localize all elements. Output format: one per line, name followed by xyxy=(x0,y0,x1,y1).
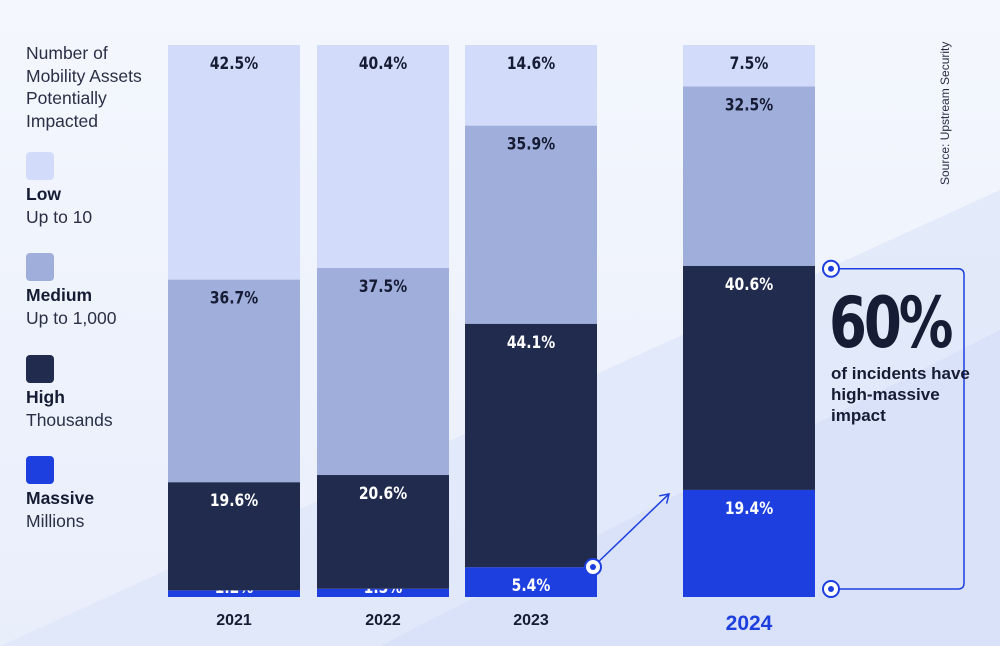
legend-item-high: High Thousands xyxy=(26,355,113,431)
bracket-dot-top xyxy=(828,265,834,272)
bar-segment-low-2024 xyxy=(683,45,815,87)
legend: Number of Mobility Assets Potentially Im… xyxy=(26,42,171,531)
bar-segment-low-2022 xyxy=(317,45,449,269)
x-tick-label-2024: 2024 xyxy=(726,612,773,635)
legend-name-massive: Massive xyxy=(26,488,95,508)
legend-name-high: High xyxy=(26,387,65,407)
trend-arrow-head xyxy=(659,492,671,504)
data-label-massive-2023: 5.4% xyxy=(512,576,551,596)
bar-segment-medium-2022 xyxy=(317,268,449,476)
legend-range-high: Thousands xyxy=(26,410,113,430)
legend-swatch-massive xyxy=(26,456,54,484)
bar-segment-medium-2023 xyxy=(465,125,597,324)
bar-segment-high-2022 xyxy=(317,475,449,589)
x-tick-label-2023: 2023 xyxy=(513,612,549,629)
legend-name-medium: Medium xyxy=(26,285,93,305)
data-label-low-2021: 42.5% xyxy=(210,54,259,74)
bar-segment-massive-2021 xyxy=(168,590,300,597)
legend-swatch-medium xyxy=(26,253,54,281)
callout-percent: 60% xyxy=(829,282,953,364)
x-tick-label-2021: 2021 xyxy=(216,612,252,629)
bar-segment-low-2023 xyxy=(465,45,597,126)
bar-segment-massive-2023 xyxy=(465,567,597,597)
data-label-massive-2024: 19.4% xyxy=(725,499,774,519)
legend-swatch-high xyxy=(26,355,54,383)
bar-segment-massive-2022 xyxy=(317,588,449,597)
callout-bracket xyxy=(831,268,965,590)
data-label-medium-2021: 36.7% xyxy=(210,288,259,308)
legend-title: Number of Mobility Assets Potentially Im… xyxy=(26,43,142,131)
legend-item-medium: Medium Up to 1,000 xyxy=(26,253,116,329)
legend-item-massive: Massive Millions xyxy=(26,456,94,532)
bar-segment-medium-2021 xyxy=(168,279,300,483)
legend-swatch-low xyxy=(26,152,54,180)
bar-segment-high-2023 xyxy=(465,323,597,568)
data-label-low-2024: 7.5% xyxy=(730,54,769,74)
legend-range-low: Up to 10 xyxy=(26,207,93,227)
trend-arrow-line xyxy=(592,493,670,568)
data-label-medium-2022: 37.5% xyxy=(359,277,408,297)
data-label-medium-2024: 32.5% xyxy=(725,95,774,115)
data-label-high-2022: 20.6% xyxy=(359,484,408,504)
callout-text: of incidents have high-massive impact xyxy=(831,364,970,425)
bracket-dot-bottom xyxy=(828,586,834,592)
bar-segment-medium-2024 xyxy=(683,86,815,266)
data-label-low-2022: 40.4% xyxy=(359,54,408,74)
bar-segment-high-2024 xyxy=(683,265,815,490)
data-label-medium-2023: 35.9% xyxy=(507,134,556,154)
legend-item-low: Low Up to 10 xyxy=(26,152,92,228)
legend-range-medium: Up to 1,000 xyxy=(26,308,117,328)
data-label-high-2024: 40.6% xyxy=(725,274,774,294)
x-tick-label-2022: 2022 xyxy=(365,612,401,629)
data-label-high-2023: 44.1% xyxy=(507,332,556,352)
data-label-high-2021: 19.6% xyxy=(210,491,259,511)
bar-segment-massive-2024 xyxy=(683,489,815,597)
legend-name-low: Low xyxy=(26,184,61,204)
bar-segment-high-2021 xyxy=(168,482,300,591)
bar-segment-low-2021 xyxy=(168,45,300,280)
legend-range-massive: Millions xyxy=(26,511,85,531)
trend-arrow-start-dot xyxy=(590,564,596,570)
data-label-low-2023: 14.6% xyxy=(507,54,556,74)
